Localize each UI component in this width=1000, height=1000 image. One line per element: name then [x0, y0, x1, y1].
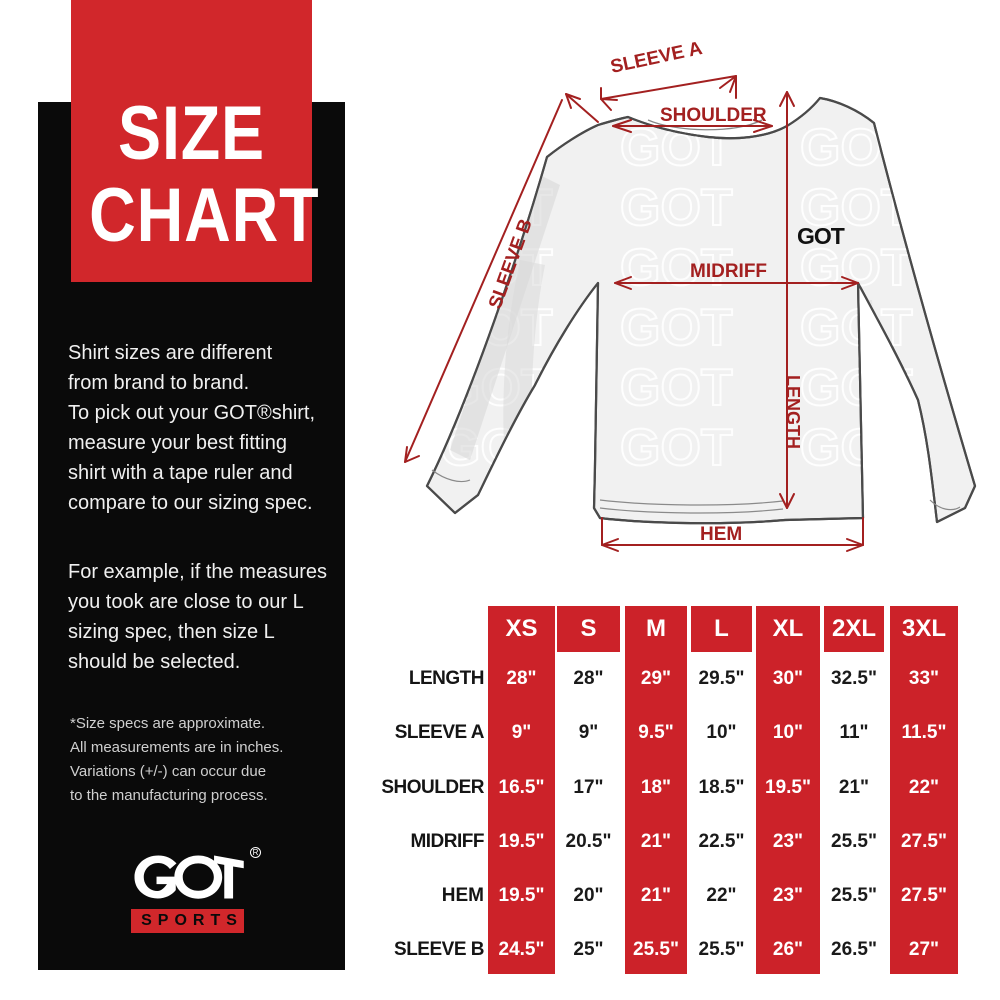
svg-text:LENGTH: LENGTH [783, 375, 803, 449]
svg-text:GOT: GOT [800, 359, 913, 417]
svg-text:HEM: HEM [700, 524, 742, 545]
svg-text:GOT: GOT [620, 419, 733, 477]
svg-text:GOT: GOT [620, 179, 733, 237]
svg-text:SHOULDER: SHOULDER [660, 105, 767, 126]
svg-text:GOT: GOT [800, 419, 913, 477]
svg-text:GOT: GOT [620, 359, 733, 417]
svg-text:GOT: GOT [797, 223, 845, 249]
svg-text:GOT: GOT [620, 299, 733, 357]
svg-text:GOT: GOT [440, 119, 553, 177]
svg-text:MIDRIFF: MIDRIFF [690, 261, 767, 282]
svg-text:SLEEVE A: SLEEVE A [609, 38, 705, 78]
svg-text:GOT: GOT [800, 299, 913, 357]
svg-text:GOT: GOT [800, 119, 913, 177]
